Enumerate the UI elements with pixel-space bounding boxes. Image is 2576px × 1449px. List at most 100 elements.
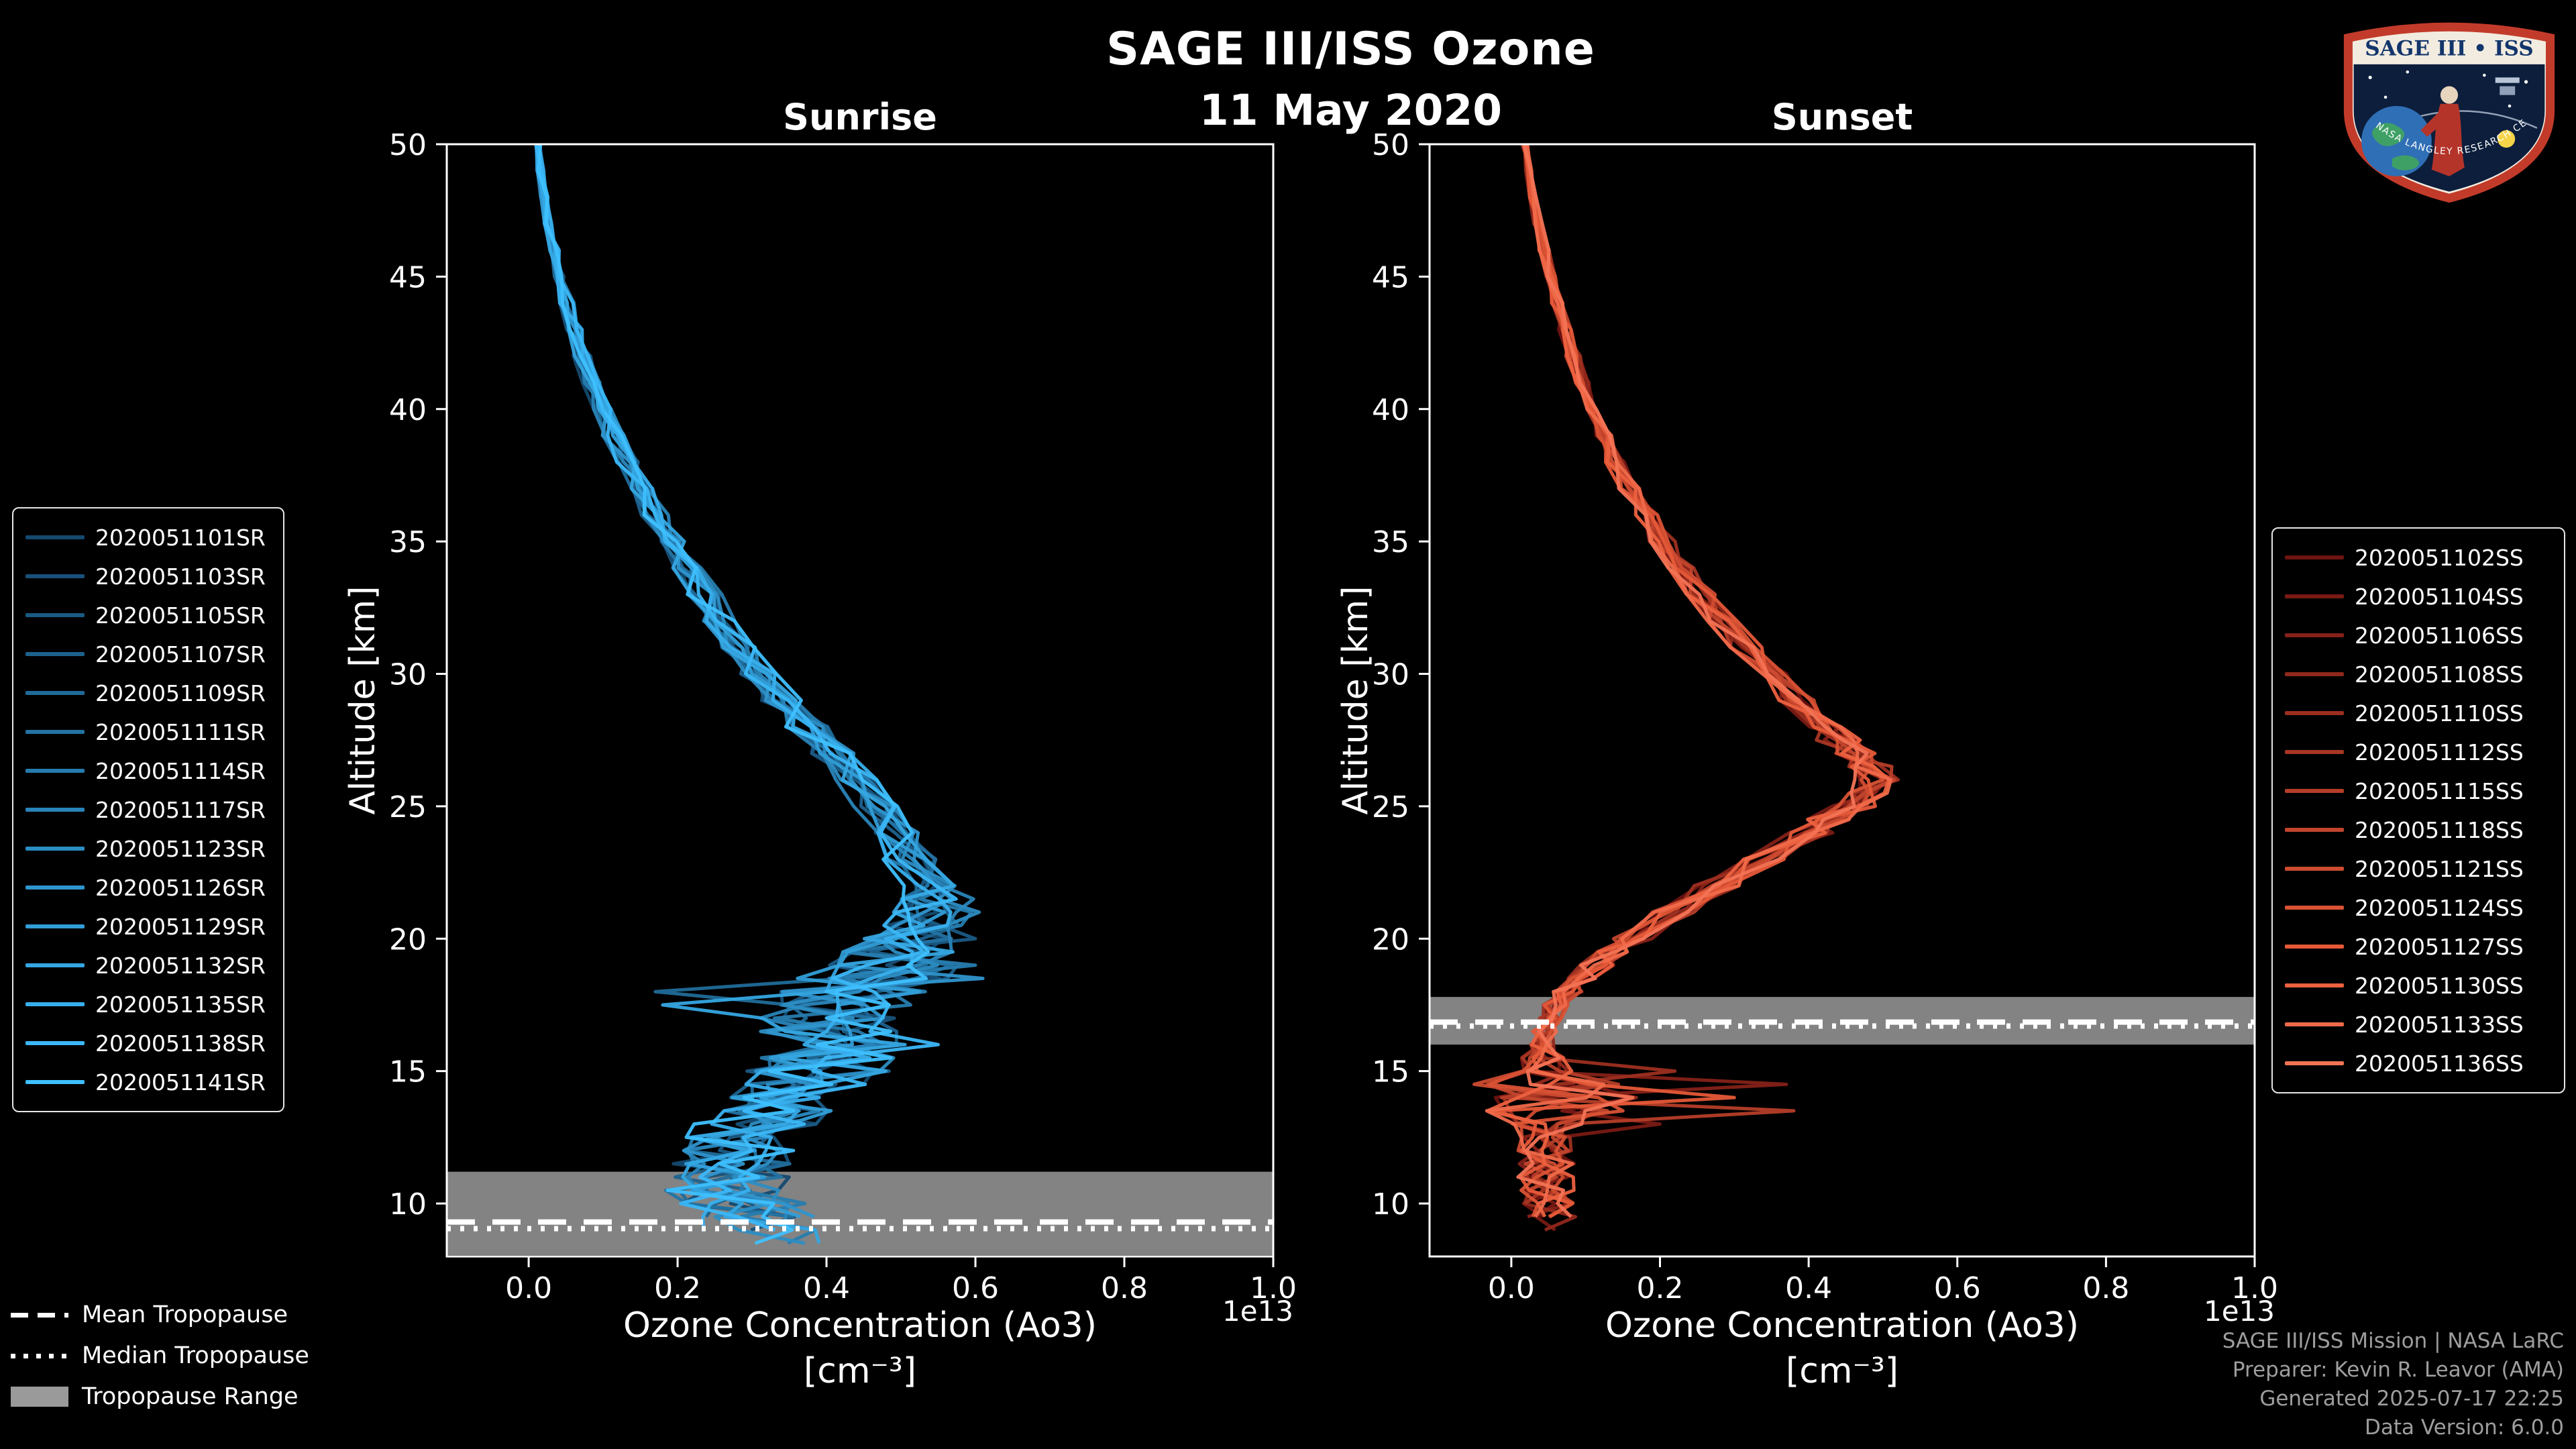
mission-patch-icon: SAGE III • ISS NASA LANGLEY RESEARCH CEN… — [2335, 1, 2555, 203]
sunrise-chart: 0.0 0.2 0.4 0.6 0.8 1.0 10 15 20 25 30 35 40 45 50 Sunr… — [343, 96, 1297, 1391]
legend-item: 2020051129SR — [25, 907, 271, 946]
y-tick-label: 15 — [1372, 1055, 1409, 1089]
legend-label: 2020051114SR — [95, 757, 266, 784]
legend-line-swatch — [2285, 789, 2344, 793]
legend-label: 2020051105SR — [95, 602, 266, 629]
y-axis-label: Altitude [km] — [343, 586, 383, 814]
chart-title: Sunrise — [783, 96, 937, 138]
x-tick-label: 0.8 — [1101, 1271, 1148, 1305]
legend-item: 2020051127SS — [2285, 927, 2552, 966]
profile-line-2020051118SS — [1485, 144, 1896, 1218]
y-tick-label: 25 — [389, 790, 427, 824]
legend-item: 2020051111SR — [25, 712, 271, 751]
legend-item: 2020051126SR — [25, 868, 271, 907]
tropopause-range-label: Tropopause Range — [82, 1383, 299, 1410]
mean-tropopause-label: Mean Tropopause — [82, 1301, 288, 1328]
profile-line-2020051138SR — [534, 144, 958, 1232]
legend-item: 2020051118SS — [2285, 810, 2552, 849]
legend-item: 2020051106SS — [2285, 616, 2552, 655]
date-subtitle: 11 May 2020 — [1199, 86, 1503, 135]
legend-line-swatch — [25, 691, 85, 695]
legend-line-swatch — [25, 1041, 85, 1045]
legend-line-swatch — [2285, 594, 2344, 598]
x-tick-label: 0.0 — [505, 1271, 552, 1305]
legend-item: 2020051136SS — [2285, 1044, 2552, 1083]
x-tick-label: 1.0 — [1250, 1271, 1297, 1305]
y-tick-label: 50 — [389, 128, 427, 162]
legend-item: 2020051107SR — [25, 635, 271, 674]
legend-item: 2020051124SS — [2285, 888, 2552, 927]
legend-line-swatch — [25, 808, 85, 812]
legend-label: 2020051117SR — [95, 796, 266, 823]
profile-line-2020051103SR — [534, 144, 942, 1232]
legend-line-swatch — [2285, 906, 2344, 910]
legend-line-swatch — [25, 769, 85, 773]
profile-line-2020051104SS — [1519, 144, 1888, 1232]
legend-line-swatch — [25, 885, 85, 890]
legend-line-swatch — [25, 652, 85, 656]
legend-label: 2020051141SR — [95, 1069, 266, 1095]
profile-line-2020051124SS — [1488, 144, 1885, 1218]
sunset-legend: 2020051102SS 2020051104SS 2020051106SS 2020… — [2271, 527, 2565, 1093]
legend-item: 2020051103SR — [25, 557, 271, 596]
y-tick-label: 30 — [1372, 658, 1409, 692]
legend-label: 2020051103SR — [95, 563, 266, 590]
legend-label: 2020051129SR — [95, 913, 266, 940]
legend-item: 2020051138SR — [25, 1024, 271, 1063]
legend-label: 2020051121SS — [2355, 855, 2524, 882]
legend-item: 2020051117SR — [25, 790, 271, 829]
legend-line-swatch — [2285, 867, 2344, 871]
band-swatch — [11, 1387, 68, 1407]
legend-item: 2020051101SR — [25, 518, 271, 557]
y-tick-label: 40 — [1372, 393, 1409, 427]
y-tick-label: 10 — [389, 1187, 427, 1222]
legend-line-swatch — [2285, 750, 2344, 754]
footer-mission-line: SAGE III/ISS Mission | NASA LaRC — [2222, 1329, 2564, 1353]
legend-label: 2020051102SS — [2355, 544, 2524, 571]
legend-label: 2020051127SS — [2355, 933, 2524, 960]
legend-line-swatch — [2285, 711, 2344, 715]
legend-label: 2020051138SR — [95, 1030, 266, 1057]
legend-label: 2020051110SS — [2355, 700, 2524, 727]
y-tick-label: 45 — [1372, 260, 1409, 294]
legend-line-swatch — [2285, 828, 2344, 832]
profile-line-2020051130SS — [1485, 144, 1891, 1218]
x-tick-label: 0.6 — [1934, 1271, 1981, 1305]
y-tick-label: 40 — [389, 393, 427, 427]
y-axis-label: Altitude [km] — [1336, 586, 1376, 814]
legend-line-swatch — [2285, 945, 2344, 949]
x-tick-label: 0.4 — [1785, 1271, 1832, 1305]
legend-item: 2020051112SS — [2285, 733, 2552, 771]
y-tick-label: 35 — [1372, 525, 1409, 559]
legend-label: 2020051132SR — [95, 952, 266, 979]
profile-line-2020051132SR — [535, 144, 956, 1244]
legend-item: 2020051114SR — [25, 751, 271, 790]
legend-item: 2020051110SS — [2285, 694, 2552, 733]
footer-preparer-line: Preparer: Kevin R. Leavor (AMA) — [2232, 1358, 2564, 1382]
legend-line-swatch — [25, 535, 85, 539]
x-axis-label: Ozone Concentration (Ao3) — [1605, 1305, 2079, 1346]
mission-logo: SAGE III • ISS NASA LANGLEY RESEARCH CEN… — [2335, 1, 2560, 203]
profile-line-2020051114SR — [535, 144, 977, 1245]
legend-label: 2020051108SS — [2355, 661, 2524, 688]
legend-label: 2020051101SR — [95, 524, 266, 551]
x-axis-units-label: [cm⁻³] — [1786, 1351, 1898, 1391]
legend-item: 2020051102SS — [2285, 538, 2552, 577]
median-tropopause-label: Median Tropopause — [82, 1342, 309, 1369]
legend-item: 2020051108SS — [2285, 655, 2552, 694]
legend-label: 2020051124SS — [2355, 894, 2524, 921]
dotted-line-swatch — [11, 1353, 68, 1358]
y-tick-label: 35 — [389, 525, 427, 559]
legend-label: 2020051111SR — [95, 718, 266, 745]
dashed-line-swatch — [11, 1312, 68, 1318]
legend-label: 2020051130SS — [2355, 972, 2524, 999]
legend-item: 2020051109SR — [25, 674, 271, 712]
y-tick-label: 20 — [389, 922, 427, 957]
y-tick-label: 50 — [1372, 128, 1409, 162]
legend-line-swatch — [25, 963, 85, 967]
footer-generated-line: Generated 2025-07-17 22:25 — [2259, 1387, 2564, 1411]
x-axis-label: Ozone Concentration (Ao3) — [623, 1305, 1097, 1346]
legend-label: 2020051123SR — [95, 835, 266, 862]
legend-line-swatch — [2285, 983, 2344, 987]
profile-line-2020051106SS — [1517, 144, 1875, 1219]
